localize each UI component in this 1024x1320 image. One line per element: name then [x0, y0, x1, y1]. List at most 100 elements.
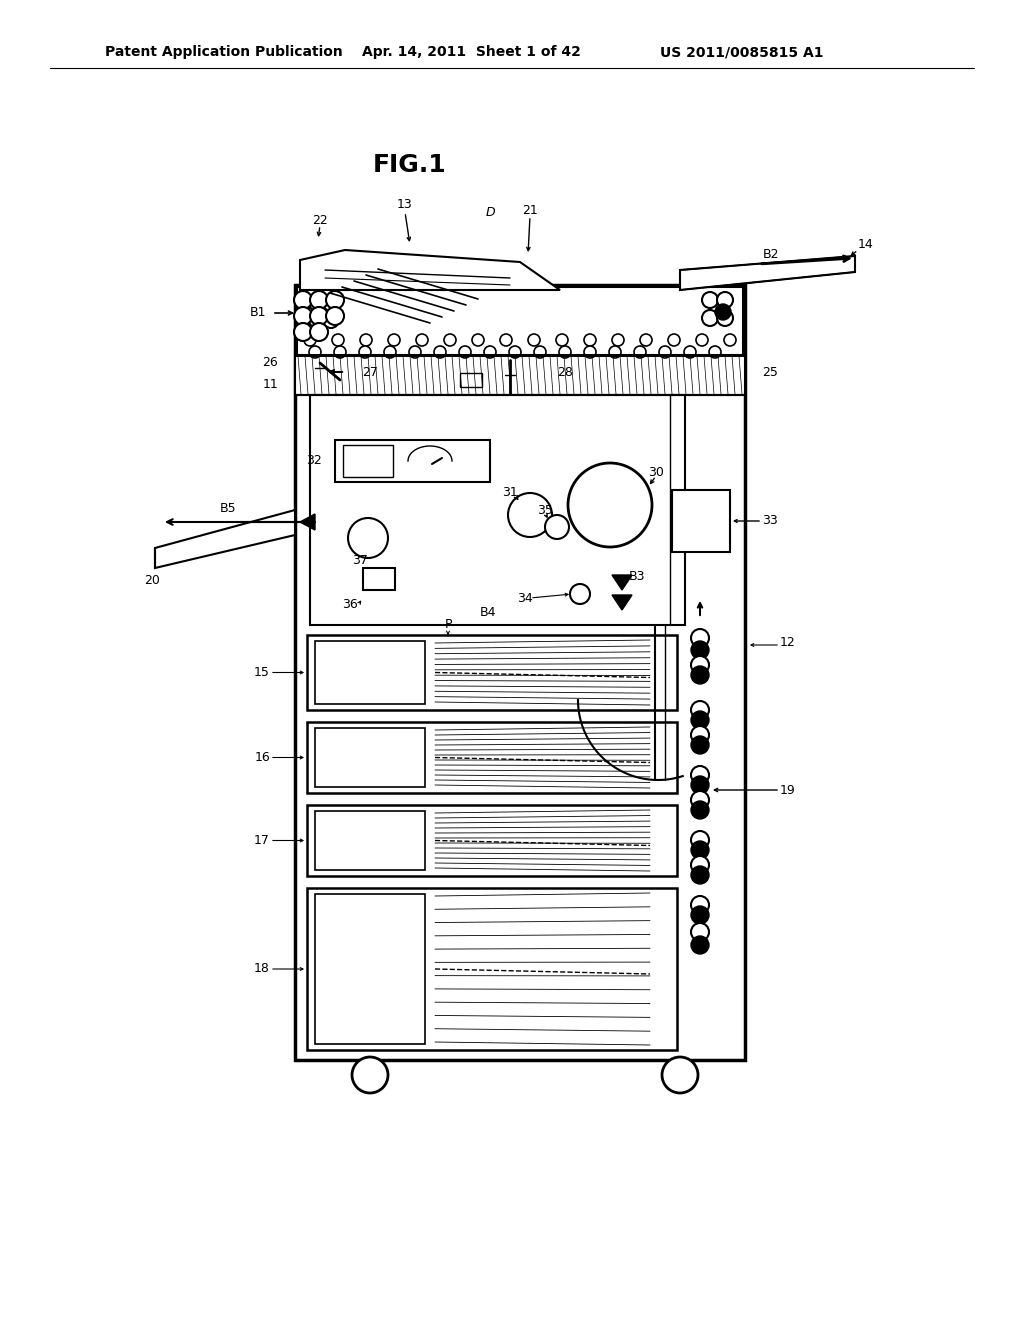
Polygon shape — [612, 595, 632, 610]
Circle shape — [684, 346, 696, 358]
Bar — [295, 355, 745, 395]
Circle shape — [459, 346, 471, 358]
Text: D: D — [485, 206, 495, 219]
Circle shape — [584, 346, 596, 358]
Circle shape — [294, 323, 312, 341]
Circle shape — [691, 791, 709, 809]
Bar — [343, 445, 393, 477]
Bar — [315, 729, 425, 787]
Circle shape — [416, 334, 428, 346]
Text: FIG.1: FIG.1 — [373, 153, 446, 177]
Circle shape — [334, 346, 346, 358]
Polygon shape — [300, 513, 315, 531]
Text: 28: 28 — [557, 366, 573, 379]
Polygon shape — [300, 249, 560, 290]
Circle shape — [691, 667, 709, 684]
Circle shape — [612, 334, 624, 346]
Text: 31: 31 — [502, 486, 518, 499]
Polygon shape — [612, 576, 632, 590]
Text: 14: 14 — [858, 239, 873, 252]
Circle shape — [691, 923, 709, 941]
Circle shape — [691, 906, 709, 924]
Circle shape — [691, 737, 709, 754]
Text: 12: 12 — [780, 636, 796, 649]
Circle shape — [640, 334, 652, 346]
Bar — [315, 894, 425, 1044]
Circle shape — [295, 294, 311, 312]
Circle shape — [500, 334, 512, 346]
Text: B3: B3 — [629, 569, 645, 582]
Circle shape — [691, 630, 709, 647]
Circle shape — [310, 323, 328, 341]
Circle shape — [702, 310, 718, 326]
Circle shape — [304, 334, 316, 346]
Circle shape — [662, 1057, 698, 1093]
Circle shape — [691, 832, 709, 849]
Bar — [460, 374, 482, 387]
Circle shape — [709, 346, 721, 358]
Circle shape — [556, 334, 568, 346]
Text: 36: 36 — [342, 598, 358, 611]
Bar — [672, 490, 730, 552]
Circle shape — [352, 1057, 388, 1093]
Text: B4: B4 — [480, 606, 497, 619]
Text: B5: B5 — [220, 502, 237, 515]
Circle shape — [691, 776, 709, 795]
Circle shape — [584, 334, 596, 346]
Bar — [362, 568, 395, 590]
Text: P: P — [444, 619, 452, 631]
Circle shape — [323, 294, 339, 312]
Circle shape — [702, 292, 718, 308]
Text: 22: 22 — [312, 214, 328, 227]
Text: 27: 27 — [362, 366, 378, 379]
Circle shape — [348, 517, 388, 558]
Circle shape — [295, 312, 311, 327]
Circle shape — [691, 726, 709, 744]
Circle shape — [717, 292, 733, 308]
Circle shape — [326, 290, 344, 309]
Circle shape — [634, 346, 646, 358]
Circle shape — [309, 312, 325, 327]
Text: Apr. 14, 2011  Sheet 1 of 42: Apr. 14, 2011 Sheet 1 of 42 — [362, 45, 581, 59]
Circle shape — [310, 290, 328, 309]
Circle shape — [434, 346, 446, 358]
Circle shape — [691, 936, 709, 954]
Circle shape — [294, 290, 312, 309]
Circle shape — [309, 346, 321, 358]
Circle shape — [472, 334, 484, 346]
Bar — [307, 722, 677, 793]
Text: 37: 37 — [352, 553, 368, 566]
Text: 34: 34 — [517, 591, 532, 605]
Circle shape — [332, 334, 344, 346]
Circle shape — [717, 310, 733, 326]
Circle shape — [609, 346, 621, 358]
Text: 13: 13 — [397, 198, 413, 211]
Text: 25: 25 — [762, 366, 778, 379]
Circle shape — [534, 346, 546, 358]
Circle shape — [384, 346, 396, 358]
Circle shape — [508, 492, 552, 537]
Text: Patent Application Publication: Patent Application Publication — [105, 45, 343, 59]
Bar — [307, 635, 677, 710]
Bar — [315, 642, 425, 704]
Circle shape — [528, 334, 540, 346]
Text: 15: 15 — [254, 667, 270, 678]
Text: 30: 30 — [648, 466, 664, 479]
Circle shape — [559, 346, 571, 358]
Circle shape — [691, 766, 709, 784]
Circle shape — [409, 346, 421, 358]
Circle shape — [668, 334, 680, 346]
Circle shape — [326, 308, 344, 325]
Text: 16: 16 — [254, 751, 270, 764]
Bar — [307, 805, 677, 876]
Circle shape — [715, 304, 731, 319]
Bar — [297, 286, 743, 389]
Text: 20: 20 — [144, 573, 160, 586]
Circle shape — [568, 463, 652, 546]
Circle shape — [484, 346, 496, 358]
Circle shape — [359, 346, 371, 358]
Circle shape — [310, 308, 328, 325]
Circle shape — [545, 515, 569, 539]
Polygon shape — [155, 510, 295, 568]
Circle shape — [323, 312, 339, 327]
